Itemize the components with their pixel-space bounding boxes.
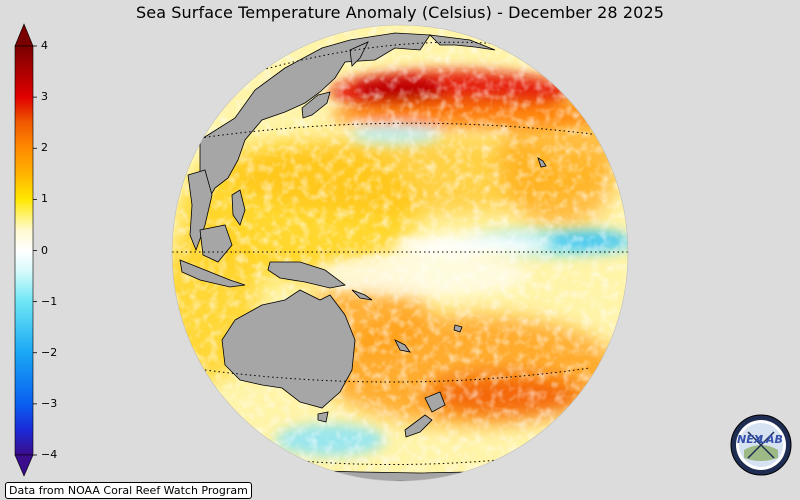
land-asia	[199, 32, 431, 207]
colorbar-tick-label: 0	[41, 243, 48, 257]
land-new-guinea	[267, 261, 346, 289]
anomaly-noise-texture	[172, 25, 628, 481]
colorbar-tick-label: −4	[41, 448, 58, 461]
land-sumatra-java	[179, 259, 246, 288]
land-new-zealand-north	[424, 391, 446, 413]
land-fiji	[453, 324, 463, 333]
nexlab-logo	[730, 414, 792, 476]
colorbar-min-arrow	[14, 454, 34, 477]
land-australia	[221, 289, 356, 409]
land-new-zealand-south	[404, 414, 433, 438]
land-philippines	[231, 189, 246, 226]
land-new-caledonia	[394, 339, 411, 353]
logo-text-nex: NEX	[737, 433, 763, 446]
land-borneo	[199, 224, 233, 263]
colorbar-tick-label: −3	[41, 396, 58, 410]
latitude-30n	[199, 122, 601, 139]
figure-title: Sea Surface Temperature Anomaly (Celsius…	[136, 3, 664, 22]
land-japan	[301, 91, 331, 119]
latitude-30s	[204, 367, 591, 383]
colorbar-tick-label: 4	[41, 39, 48, 52]
latitude-60s	[289, 457, 521, 466]
land-kamchatka	[349, 41, 369, 67]
colorbar-tick-label: 1	[41, 192, 48, 206]
globe-outline	[171, 24, 629, 482]
colorbar-tick-label: 3	[41, 90, 48, 104]
colorbar-tick-label: −1	[41, 294, 58, 308]
land-tasmania	[317, 411, 329, 423]
logo-text-lab: LAB	[759, 433, 783, 446]
colorbar-tick-label: −2	[41, 345, 58, 359]
data-source-note: Data from NOAA Coral Reef Watch Program	[5, 482, 252, 499]
land-solomon-islands	[351, 289, 373, 301]
colorbar-tick-label: 2	[41, 141, 48, 155]
land-hawaii	[537, 157, 547, 168]
